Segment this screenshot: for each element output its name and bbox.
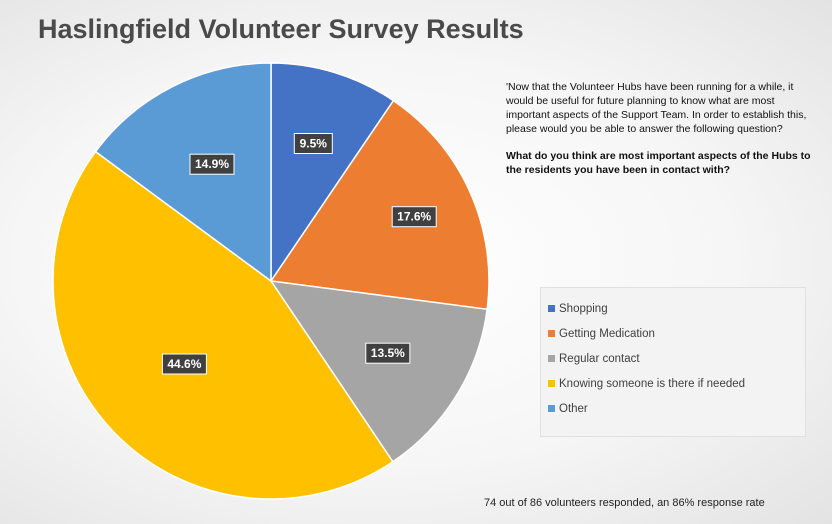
legend-label: Other (559, 402, 588, 415)
legend-item-other: Other (548, 396, 805, 421)
pie-slice-regular-contact (269, 280, 488, 463)
legend-swatch (548, 305, 555, 312)
data-label-box (391, 206, 437, 228)
data-label-getting-medication: 17.6% (391, 206, 437, 228)
legend-label: Getting Medication (559, 327, 655, 340)
data-label-text: 9.5% (300, 137, 328, 151)
pie-slice-other (94, 62, 272, 283)
question-bold-text: What do you think are most important asp… (506, 150, 811, 176)
legend-label: Shopping (559, 302, 608, 315)
question-text: 'Now that the Volunteer Hubs have been r… (506, 81, 807, 135)
legend: Shopping Getting Medication Regular contac… (540, 287, 806, 437)
legend-label: Regular contact (559, 352, 640, 365)
response-rate-note: 74 out of 86 volunteers responded, an 86… (484, 497, 765, 509)
data-label-knowing-someone-is-there-if-needed: 44.6% (161, 353, 207, 375)
data-label-other: 14.9% (189, 153, 235, 175)
data-label-text: 14.9% (195, 157, 229, 171)
legend-swatch (548, 355, 555, 362)
legend-item-shopping: Shopping (548, 296, 805, 321)
data-label-box (293, 133, 333, 154)
legend-swatch (548, 380, 555, 387)
data-label-box (189, 153, 235, 175)
data-label-regular-contact: 13.5% (365, 342, 411, 364)
legend-item-regular-contact: Regular contact (548, 346, 805, 371)
pie-slice-knowing-someone-is-there-if-needed (52, 150, 394, 500)
data-label-text: 44.6% (167, 357, 201, 371)
data-label-shopping: 9.5% (293, 133, 333, 154)
data-label-text: 13.5% (371, 346, 405, 360)
data-label-box (161, 353, 207, 375)
legend-item-getting-medication: Getting Medication (548, 321, 805, 346)
pie-slice-getting-medication (269, 99, 490, 311)
data-label-text: 17.6% (397, 210, 431, 224)
legend-item-knowing-someone-is-there-if-needed: Knowing someone is there if needed (548, 371, 805, 396)
pie-slice-shopping (270, 62, 395, 284)
legend-swatch (548, 405, 555, 412)
data-label-box (365, 342, 411, 364)
chart-title: Haslingfield Volunteer Survey Results (38, 14, 524, 44)
survey-question: 'Now that the Volunteer Hubs have been r… (506, 80, 821, 177)
legend-label: Knowing someone is there if needed (559, 377, 746, 390)
legend-swatch (548, 330, 555, 337)
